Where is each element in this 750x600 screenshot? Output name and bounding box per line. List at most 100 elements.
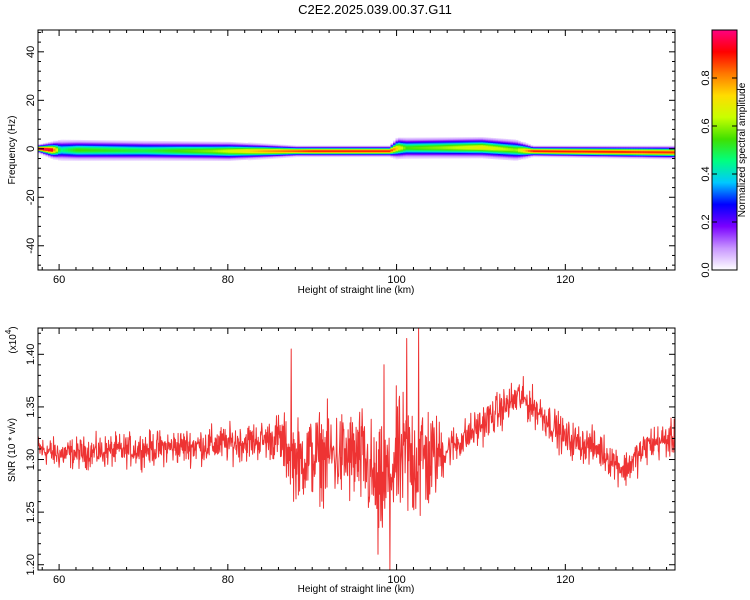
heatmap-cell: [448, 147, 451, 149]
heatmap-cell: [285, 154, 289, 155]
heatmap-cell: [238, 148, 241, 150]
heatmap-cell: [288, 146, 291, 148]
heatmap-cell: [280, 152, 284, 154]
heatmap-cell: [408, 141, 411, 143]
heatmap-cell: [305, 154, 309, 156]
heatmap-cell: [465, 151, 469, 154]
heatmap-cell: [135, 154, 139, 156]
heatmap-cell: [183, 141, 186, 143]
heatmap-cell: [465, 143, 469, 145]
heatmap-cell: [455, 149, 459, 151]
heatmap-cell: [288, 151, 291, 152]
heatmap-cell: [150, 146, 154, 148]
heatmap-cell: [445, 142, 449, 144]
heatmap-cell: [135, 147, 139, 149]
heatmap-cell: [410, 146, 414, 148]
heatmap-cell: [75, 154, 79, 156]
heatmap-cell: [225, 148, 229, 150]
heatmap-cell: [333, 147, 336, 149]
heatmap-cell: [85, 140, 89, 142]
heatmap-cell: [290, 148, 294, 150]
heatmap-cell: [63, 153, 66, 155]
heatmap-cell: [75, 145, 79, 147]
heatmap-cell: [265, 155, 269, 157]
heatmap-cell: [88, 158, 91, 160]
heatmap-cell: [415, 147, 419, 149]
heatmap-cell: [538, 150, 541, 152]
heatmap-cell: [408, 153, 411, 155]
heatmap-cell: [103, 149, 106, 151]
heatmap-cell: [318, 152, 321, 154]
heatmap-cell: [488, 144, 491, 146]
heatmap-cell: [525, 152, 529, 154]
heatmap-cell: [535, 150, 539, 152]
heatmap-cell: [80, 152, 84, 154]
heatmap-cell: [228, 153, 231, 155]
heatmap-cell: [95, 140, 99, 143]
heatmap-cell: [78, 151, 81, 153]
heatmap-cell: [343, 149, 346, 151]
heatmap-cell: [343, 151, 346, 152]
heatmap-cell: [533, 147, 536, 149]
heatmap-cell: [293, 148, 296, 150]
heatmap-cell: [445, 147, 449, 149]
heatmap-cell: [388, 150, 391, 152]
heatmap-cell: [280, 154, 284, 156]
heatmap-cell: [445, 140, 449, 143]
heatmap-cell: [325, 149, 329, 150]
heatmap-cell: [343, 148, 346, 150]
heatmap-cell: [303, 153, 306, 155]
heatmap-cell: [448, 144, 451, 146]
heatmap-cell: [385, 152, 389, 153]
heatmap-cell: [228, 157, 231, 159]
heatmap-cell: [255, 147, 259, 149]
heatmap-cell: [298, 148, 301, 150]
heatmap-cell: [398, 149, 401, 151]
heatmap-cell: [320, 154, 324, 156]
heatmap-cell: [470, 145, 474, 147]
heatmap-cell: [298, 151, 301, 152]
heatmap-cell: [418, 148, 421, 150]
heatmap-cell: [458, 142, 461, 144]
heatmap-cell: [458, 140, 461, 142]
heatmap-cell: [438, 155, 441, 157]
heatmap-cell: [228, 155, 231, 157]
heatmap-cell: [138, 140, 141, 142]
heatmap-cell: [305, 155, 309, 157]
heatmap-cell: [518, 145, 521, 147]
heatmap-cell: [530, 152, 534, 154]
heatmap-cell: [293, 150, 296, 152]
heatmap-cell: [288, 148, 291, 150]
heatmap-cell: [533, 156, 536, 158]
heatmap-cell: [240, 147, 244, 149]
heatmap-cell: [80, 158, 84, 160]
heatmap-cell: [80, 156, 84, 158]
heatmap-cell: [355, 155, 359, 157]
heatmap-cell: [228, 143, 231, 145]
heatmap-cell: [318, 150, 321, 152]
heatmap-cell: [118, 142, 121, 144]
heatmap-cell: [175, 151, 179, 153]
heatmap-cell: [113, 142, 116, 145]
heatmap-cell: [373, 150, 376, 152]
heatmap-cell: [443, 145, 446, 147]
heatmap-cell: [435, 151, 439, 153]
heatmap-cell: [470, 146, 474, 148]
heatmap-cell: [205, 145, 209, 147]
heatmap-cell: [233, 158, 236, 160]
heatmap-cell: [138, 151, 141, 153]
heatmap-cell: [58, 150, 61, 153]
heatmap-cell: [128, 153, 131, 155]
heatmap-cell: [228, 158, 231, 160]
heatmap-cell: [230, 145, 234, 147]
heatmap-cell: [375, 152, 379, 153]
heatmap-cell: [45, 146, 49, 148]
heatmap-cell: [275, 151, 279, 153]
heatmap-cell: [38, 149, 41, 151]
heatmap-cell: [300, 146, 304, 148]
heatmap-cell: [48, 145, 51, 146]
heatmap-cell: [450, 146, 454, 149]
heatmap-cell: [458, 141, 461, 143]
heatmap-cell: [108, 158, 111, 160]
